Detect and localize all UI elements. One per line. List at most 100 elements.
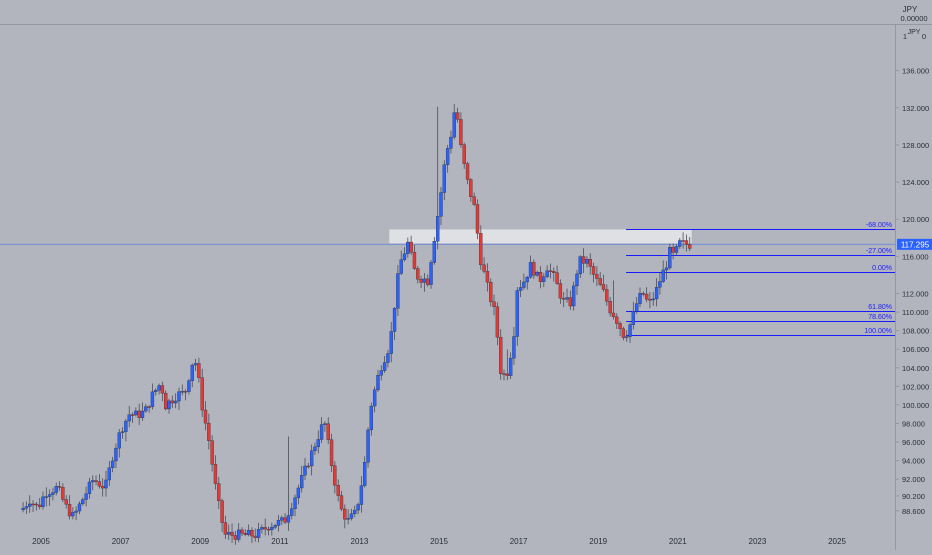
candle	[525, 275, 529, 290]
time-tick-label: 2011	[271, 537, 289, 546]
candle	[376, 369, 380, 393]
candle	[462, 142, 466, 169]
candle	[641, 291, 645, 297]
candle	[585, 256, 589, 268]
candle	[402, 247, 407, 262]
candle	[190, 363, 194, 388]
candle	[382, 355, 387, 373]
candle	[276, 515, 281, 532]
candle	[459, 112, 463, 148]
candle	[372, 386, 377, 413]
candle	[329, 433, 334, 472]
candle	[502, 369, 506, 381]
time-tick-label: 2017	[510, 537, 528, 546]
candle	[369, 402, 374, 436]
candle	[615, 313, 619, 329]
candle	[104, 470, 108, 497]
price-tick-label: 90.200	[902, 492, 925, 501]
candle	[499, 329, 503, 380]
candle	[250, 527, 254, 543]
top-tick: 1	[903, 32, 907, 41]
candle	[24, 501, 29, 514]
candle	[28, 495, 32, 513]
candle	[674, 244, 679, 256]
time-tick-label: 2007	[112, 537, 130, 546]
candle	[406, 237, 410, 258]
current-price-label: 117.295	[897, 238, 932, 250]
fib-level-label: 78.60%	[868, 314, 892, 321]
candle	[290, 502, 294, 520]
candle	[445, 144, 450, 173]
fib-level-label: 100.00%	[864, 328, 892, 335]
price-tick-label: 88.600	[902, 507, 925, 516]
candle	[64, 495, 68, 509]
candle	[542, 273, 546, 288]
candle	[681, 232, 685, 249]
candle	[532, 259, 536, 280]
candle	[71, 507, 75, 520]
price-tick-label: 94.000	[902, 457, 925, 466]
candle	[160, 381, 165, 402]
candle	[243, 529, 247, 537]
candle	[306, 462, 311, 469]
candle	[187, 378, 191, 395]
candle	[313, 442, 317, 455]
candle	[114, 443, 118, 469]
candle	[571, 281, 576, 311]
time-tick-label: 2023	[749, 537, 767, 546]
candle	[598, 272, 602, 287]
price-tick-label: 132.000	[902, 104, 929, 113]
candle	[479, 225, 483, 270]
candle	[316, 430, 320, 454]
candle	[154, 388, 158, 396]
candle	[286, 436, 291, 531]
candle	[654, 278, 659, 307]
time-tick-label: 2025	[828, 537, 846, 546]
candle	[658, 272, 662, 295]
candle	[240, 527, 244, 537]
candle	[426, 274, 430, 287]
candle	[170, 395, 175, 408]
resistance-zone[interactable]	[389, 229, 692, 244]
candle	[74, 506, 78, 521]
time-axis[interactable]: 2005 2007 2009 2011 2013 2015 2017 2019 2021 2023…	[32, 537, 846, 546]
candle	[183, 389, 188, 401]
candle	[54, 482, 58, 496]
candle	[144, 403, 148, 413]
candle	[44, 487, 48, 507]
candle	[552, 267, 556, 282]
candle	[97, 473, 102, 489]
candle	[684, 234, 689, 252]
candle	[651, 292, 655, 306]
candle	[555, 265, 559, 286]
candle	[34, 502, 39, 511]
candle	[512, 326, 516, 365]
candle	[545, 265, 549, 279]
top-value: 0.00000	[900, 14, 927, 23]
candle	[57, 481, 62, 491]
candle	[253, 528, 257, 542]
candle	[120, 427, 125, 439]
fib-level-label: 61.80%	[868, 304, 892, 311]
candle	[164, 390, 168, 411]
candle	[213, 455, 218, 490]
candle	[140, 402, 145, 422]
price-tick-label: 102.000	[902, 382, 929, 391]
candle	[87, 477, 92, 499]
candle	[117, 429, 121, 458]
candle	[237, 523, 241, 543]
candle	[495, 302, 500, 346]
candle	[671, 243, 675, 260]
price-axis[interactable]: 136.000 132.000 128.000 124.000 120.000 116.0…	[895, 67, 929, 516]
candle	[266, 526, 271, 536]
candle	[134, 407, 138, 417]
candle	[303, 457, 307, 481]
price-tick-label: 100.000	[902, 401, 929, 410]
candle	[359, 476, 364, 513]
candle	[611, 280, 616, 320]
candle	[336, 479, 340, 502]
candle	[605, 284, 609, 306]
candle	[631, 301, 636, 330]
candle	[349, 508, 354, 521]
